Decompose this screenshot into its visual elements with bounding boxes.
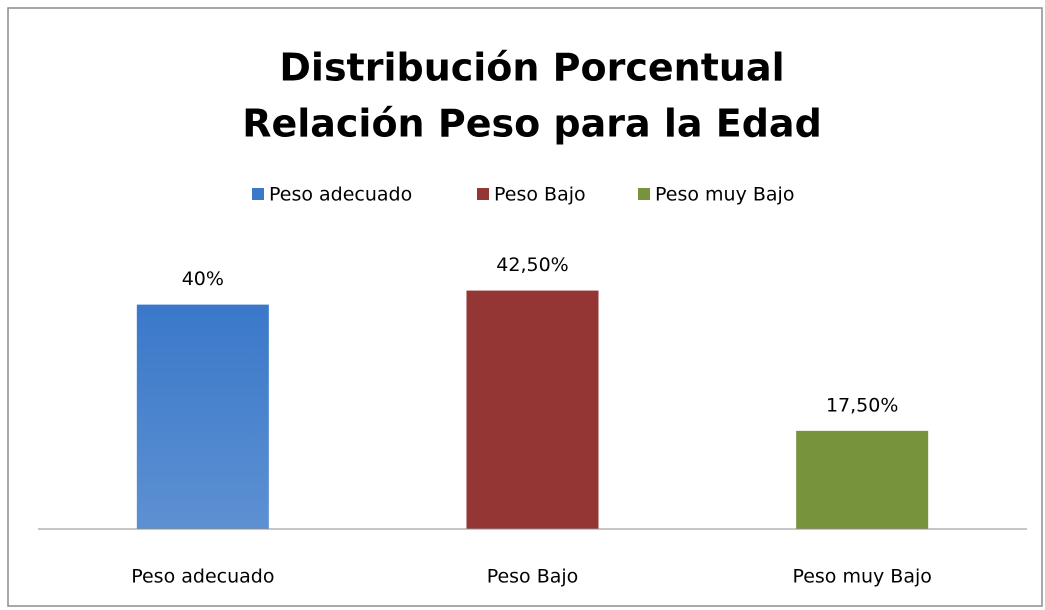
chart-title: Distribución Porcentual	[279, 46, 784, 90]
x-tick-label: Peso adecuado	[131, 566, 274, 588]
bar	[136, 304, 269, 529]
data-label: 40%	[182, 268, 224, 290]
legend-label: Peso adecuado	[269, 184, 412, 206]
legend-swatch	[638, 188, 650, 200]
legend-label: Peso muy Bajo	[655, 184, 794, 206]
bar	[796, 430, 929, 529]
data-label: 42,50%	[496, 254, 568, 276]
data-label: 17,50%	[826, 394, 898, 416]
x-tick-label: Peso muy Bajo	[792, 566, 931, 588]
chart-title: Relación Peso para la Edad	[242, 102, 822, 146]
legend-label: Peso Bajo	[494, 184, 586, 206]
bar	[466, 290, 599, 529]
legend-swatch	[477, 188, 489, 200]
legend-swatch	[252, 188, 264, 200]
x-tick-label: Peso Bajo	[487, 566, 579, 588]
